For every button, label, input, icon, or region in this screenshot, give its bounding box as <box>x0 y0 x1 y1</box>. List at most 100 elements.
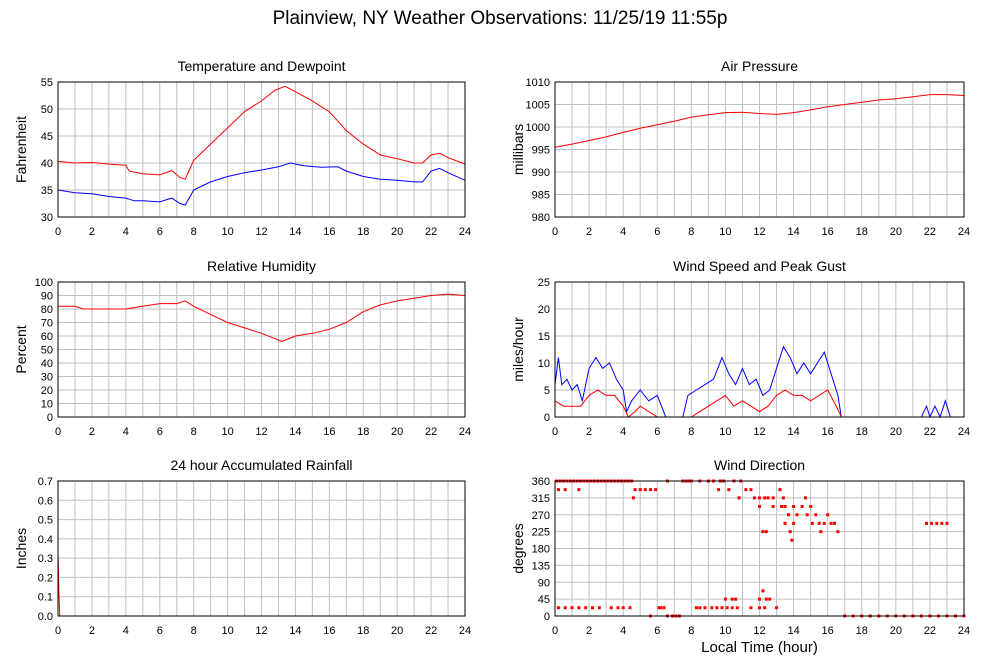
data-point <box>761 530 765 534</box>
data-point <box>654 488 658 492</box>
x-tick-label: 8 <box>191 226 197 238</box>
y-tick-label: 90 <box>538 577 550 589</box>
x-tick-label: 6 <box>157 226 163 238</box>
y-tick-label: 20 <box>41 385 53 397</box>
y-axis-label: degrees <box>510 523 526 574</box>
data-point <box>795 513 799 517</box>
data-point <box>577 606 581 610</box>
x-tick-label: 8 <box>688 625 694 637</box>
x-tick-label: 6 <box>654 625 660 637</box>
data-point <box>648 488 652 492</box>
data-point <box>643 488 647 492</box>
x-tick-label: 4 <box>123 426 129 438</box>
x-tick-label: 18 <box>856 426 868 438</box>
x-tick-label: 0 <box>55 226 61 238</box>
x-tick-label: 8 <box>191 426 197 438</box>
x-tick-label: 22 <box>924 426 936 438</box>
data-point <box>657 606 661 610</box>
data-point <box>763 606 767 610</box>
data-point <box>633 488 637 492</box>
x-tick-label: 14 <box>787 226 799 238</box>
data-point <box>781 496 785 500</box>
x-tick-label: 4 <box>123 226 129 238</box>
data-point <box>717 488 721 492</box>
data-point <box>737 496 741 500</box>
x-tick-label: 2 <box>586 625 592 637</box>
x-tick-label: 14 <box>289 226 301 238</box>
data-point <box>829 521 833 525</box>
data-point <box>940 521 944 525</box>
x-tick-label: 14 <box>289 426 301 438</box>
data-point <box>810 521 814 525</box>
data-point <box>727 488 731 492</box>
y-tick-label: 15 <box>538 331 550 343</box>
data-point <box>570 606 574 610</box>
y-tick-label: 0 <box>47 412 53 424</box>
y-tick-label: 0.1 <box>38 592 53 604</box>
y-tick-label: 0.5 <box>38 515 53 527</box>
data-point <box>662 606 666 610</box>
y-tick-label: 995 <box>532 145 550 157</box>
data-point <box>778 488 782 492</box>
data-point <box>775 606 779 610</box>
data-point <box>730 597 734 601</box>
x-tick-label: 0 <box>55 426 61 438</box>
y-axis-label: Inches <box>13 528 29 569</box>
data-point <box>758 597 761 601</box>
x-tick-label: 2 <box>89 226 95 238</box>
x-tick-label: 20 <box>890 226 902 238</box>
y-tick-label: 30 <box>41 212 53 224</box>
data-point <box>628 606 632 610</box>
data-point <box>758 505 761 508</box>
y-tick-label: 100 <box>35 277 53 289</box>
x-tick-label: 14 <box>289 625 301 637</box>
data-point <box>761 589 765 593</box>
data-point <box>766 496 770 500</box>
y-tick-label: 0 <box>544 611 550 623</box>
data-point <box>752 496 756 500</box>
data-point <box>783 521 787 525</box>
plot-frame <box>57 281 466 418</box>
y-tick-label: 35 <box>41 185 53 197</box>
data-point <box>698 606 702 610</box>
x-tick-label: 12 <box>255 625 267 637</box>
data-point <box>730 606 734 610</box>
data-point <box>590 606 594 610</box>
x-tick-label: 4 <box>620 426 626 438</box>
chart-title: Wind Speed and Peak Gust <box>673 258 846 274</box>
x-tick-label: 12 <box>255 226 267 238</box>
x-tick-label: 8 <box>191 625 197 637</box>
data-point <box>945 521 949 525</box>
data-point <box>584 606 588 610</box>
data-point <box>819 530 823 534</box>
series-line-2 <box>57 162 466 206</box>
y-tick-label: 315 <box>532 493 550 505</box>
y-axis-label: miles/hour <box>510 317 526 382</box>
x-tick-label: 0 <box>552 226 558 238</box>
x-tick-label: 20 <box>391 625 403 637</box>
y-tick-label: 0.4 <box>38 534 53 546</box>
data-point <box>935 521 939 525</box>
x-tick-label: 0 <box>55 625 61 637</box>
data-point <box>764 597 768 601</box>
x-tick-label: 16 <box>822 226 834 238</box>
data-point <box>725 606 729 610</box>
data-point <box>720 606 724 610</box>
data-point <box>836 530 840 534</box>
data-point <box>735 606 739 610</box>
data-point <box>749 488 753 492</box>
chart-title: Temperature and Dewpoint <box>177 58 345 74</box>
y-axis-label: millibars <box>510 124 526 175</box>
x-tick-label: 14 <box>787 426 799 438</box>
x-tick-label: 6 <box>654 226 660 238</box>
data-point <box>659 606 663 610</box>
data-point <box>822 521 826 525</box>
y-tick-label: 1000 <box>526 122 550 134</box>
data-point <box>805 513 809 517</box>
data-point <box>809 505 813 508</box>
data-point <box>723 597 727 601</box>
data-point <box>771 496 775 500</box>
y-tick-label: 50 <box>41 104 53 116</box>
